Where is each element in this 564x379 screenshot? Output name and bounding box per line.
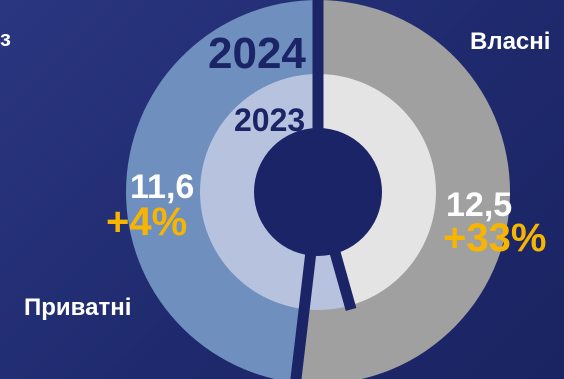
data-label-own-change: +33%	[443, 216, 547, 260]
data-label-private-change: +4%	[106, 200, 188, 244]
cropped-corner-text: з	[0, 28, 11, 51]
inner-slice-separator-1	[328, 248, 357, 311]
data-label-own-value: 12,5	[446, 186, 513, 224]
outer-slice-separator-1	[290, 250, 317, 379]
donut-center-hole	[254, 128, 382, 256]
legend-label-own: Власні	[470, 28, 551, 55]
legend-label-private: Приватні	[24, 294, 132, 321]
data-label-private-value: 11,6	[130, 168, 195, 206]
outer-ring-year-label: 2024	[208, 29, 306, 78]
inner-ring-year-label: 2023	[234, 102, 306, 138]
